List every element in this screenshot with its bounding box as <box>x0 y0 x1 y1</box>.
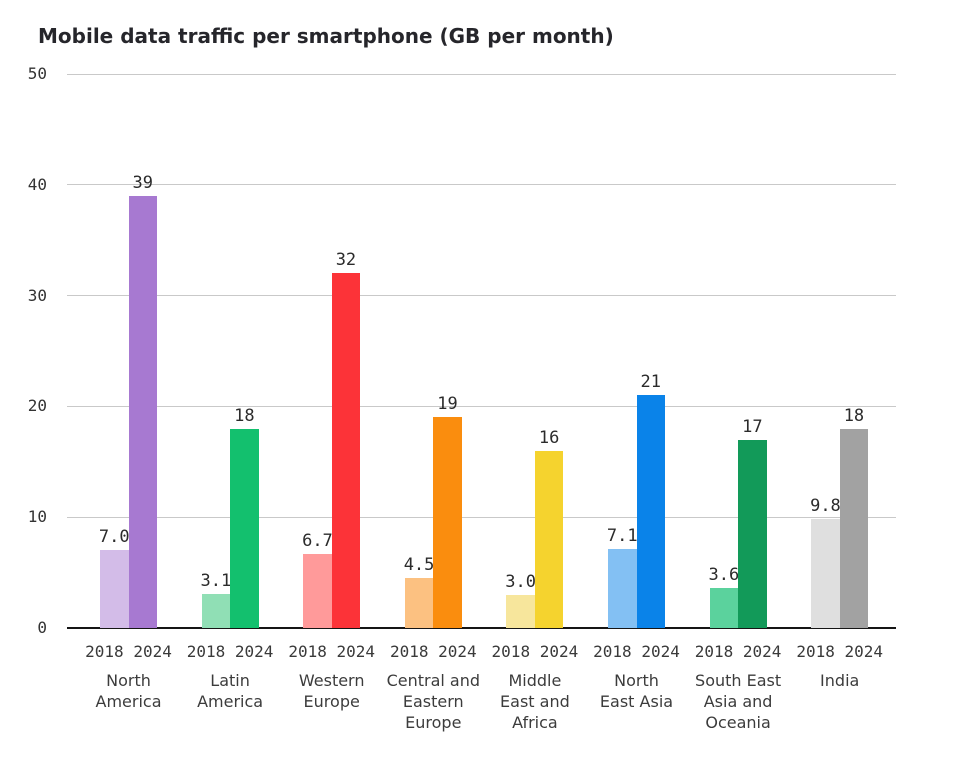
bar-2018-south-east-asia-and-oceania <box>709 588 739 628</box>
y-tick-label-30: 30 <box>27 285 47 305</box>
x-tick-years-2: 2018 2024 <box>288 642 376 661</box>
x-axis-line <box>67 627 896 629</box>
bar-2018-north-america <box>100 550 129 628</box>
bar-2018-western-europe <box>303 553 332 628</box>
y-tick-label-0: 0 <box>37 618 47 637</box>
y-tick-label-50: 50 <box>27 64 47 83</box>
bar-2024-middle-east-and-africa <box>534 450 564 628</box>
gridline-y-30 <box>67 295 896 297</box>
value-label-2024-5: 21 <box>640 372 661 393</box>
value-label-2024-6: 17 <box>742 416 763 437</box>
x-tick-years-4: 2018 2024 <box>491 642 579 661</box>
x-category-label-north-east-asia: North East Asia <box>599 671 674 711</box>
value-label-2024-7: 18 <box>843 405 865 426</box>
value-label-2018-5: 7.1 <box>606 526 638 547</box>
x-category-label-north-america: North America <box>95 671 162 711</box>
x-category-label-western-europe: Western Europe <box>298 671 365 711</box>
bar-2018-india <box>811 519 840 628</box>
gridline-y-20 <box>67 405 896 407</box>
gridline-y-50 <box>67 73 896 75</box>
y-tick-label-10: 10 <box>27 507 47 527</box>
y-tick-label-40: 40 <box>27 174 47 194</box>
value-label-2018-4: 3.0 <box>505 571 536 592</box>
x-category-label-south-east-asia-and-oceania: South East Asia and Oceania <box>695 671 782 732</box>
value-label-2018-1: 3.1 <box>200 570 232 591</box>
x-category-label-middle-east-and-africa: Middle East and Africa <box>500 671 570 732</box>
x-category-label-central-and-eastern-europe: Central and Eastern Europe <box>386 671 481 732</box>
value-label-2018-6: 3.6 <box>708 565 740 586</box>
x-category-label-india: India <box>820 671 860 690</box>
y-tick-label-20: 20 <box>27 396 47 416</box>
bar-2018-north-east-asia <box>608 549 637 628</box>
value-label-2024-3: 19 <box>437 394 458 415</box>
bar-2024-south-east-asia-and-oceania <box>738 439 767 628</box>
x-tick-years-1: 2018 2024 <box>186 642 274 661</box>
bar-2024-central-and-eastern-europe <box>433 417 462 628</box>
value-label-2024-2: 32 <box>335 250 357 271</box>
chart-title: Mobile data traffic per smartphone (GB p… <box>38 24 614 48</box>
value-label-2018-3: 4.5 <box>403 555 435 576</box>
value-label-2018-0: 7.0 <box>98 527 130 548</box>
bar-2018-central-and-eastern-europe <box>404 578 434 628</box>
gridline-y-40 <box>67 184 896 186</box>
x-tick-years-6: 2018 2024 <box>694 642 782 661</box>
value-label-2018-2: 6.7 <box>302 530 333 551</box>
value-label-2024-0: 39 <box>132 172 153 193</box>
gridline-y-10 <box>67 516 896 518</box>
value-label-2018-7: 9.8 <box>810 496 841 517</box>
x-tick-years-3: 2018 2024 <box>389 642 477 661</box>
x-category-label-latin-america: Latin America <box>197 671 264 711</box>
bar-2018-latin-america <box>201 593 231 628</box>
value-label-2024-1: 18 <box>234 405 255 426</box>
x-tick-years-7: 2018 2024 <box>796 642 884 661</box>
x-tick-years-5: 2018 2024 <box>593 642 680 661</box>
bar-2024-latin-america <box>230 428 259 628</box>
x-tick-years-0: 2018 2024 <box>85 642 172 661</box>
bar-2024-north-america <box>128 195 157 628</box>
bar-2018-middle-east-and-africa <box>506 594 535 628</box>
bar-2024-india <box>839 428 869 628</box>
bar-2024-north-east-asia <box>636 395 665 628</box>
value-label-2024-4: 16 <box>538 427 560 448</box>
bar-2024-western-europe <box>331 273 361 628</box>
plot-area: 0 10 20 30 40 50 7.0 39 2018 2024 North America 3.… <box>28 64 896 732</box>
